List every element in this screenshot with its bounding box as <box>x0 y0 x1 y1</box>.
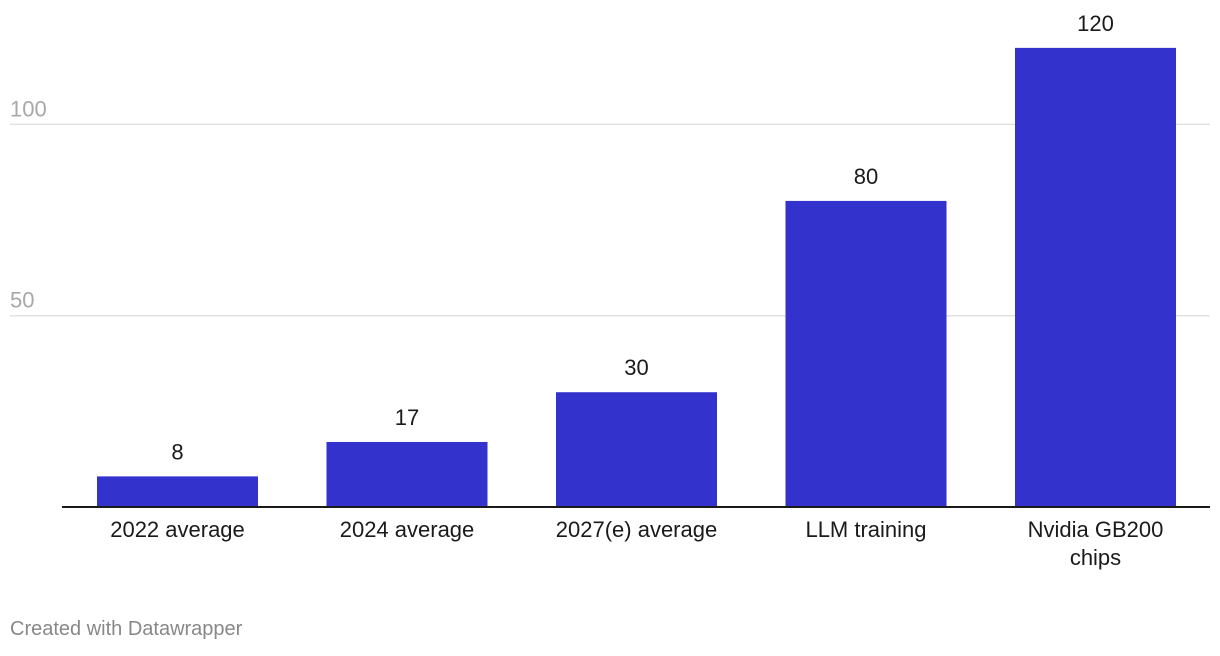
y-tick-label: 100 <box>10 96 47 121</box>
x-tick-label: 2022 average <box>110 517 245 542</box>
bar-chart: 50 100 8 17 30 80 120 2022 average 2024 averag… <box>10 11 1210 570</box>
y-axis-ticks: 50 100 <box>10 96 47 312</box>
y-tick-label: 50 <box>10 288 34 313</box>
bars <box>97 47 1176 508</box>
value-label: 30 <box>624 355 648 380</box>
value-label: 17 <box>395 405 419 430</box>
x-tick-label: 2027(e) average <box>556 517 717 542</box>
x-tick-label: 2024 average <box>340 517 475 542</box>
value-labels: 8 17 30 80 120 <box>171 11 1113 465</box>
x-tick-label: LLM training <box>805 517 926 542</box>
value-label: 120 <box>1077 11 1114 36</box>
x-axis-labels: 2022 average 2024 average 2027(e) average L… <box>110 517 1163 570</box>
value-label: 80 <box>854 164 878 189</box>
value-label: 8 <box>171 439 183 464</box>
x-tick-label: Nvidia GB200 chips <box>1028 517 1164 570</box>
gridlines <box>10 123 1210 317</box>
bar <box>785 200 947 508</box>
bar <box>1015 47 1176 507</box>
bar <box>97 476 258 507</box>
bar <box>556 392 717 507</box>
datawrapper-credit: Created with Datawrapper <box>10 618 243 640</box>
bar <box>326 441 488 507</box>
